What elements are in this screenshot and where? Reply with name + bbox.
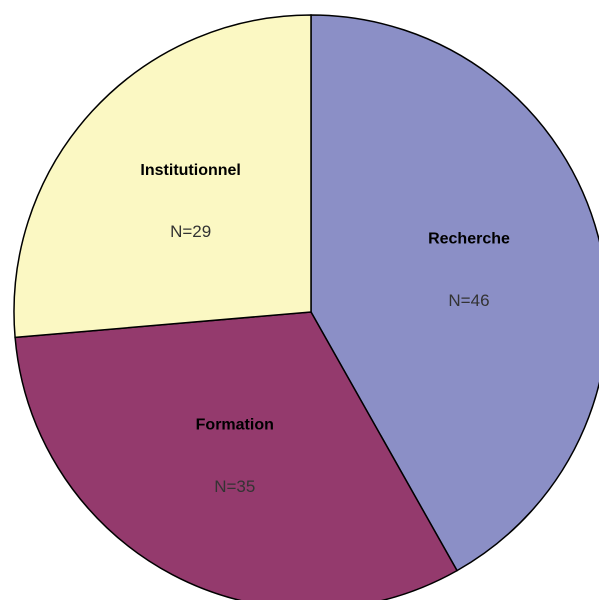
value-label: N=29: [170, 222, 211, 241]
slice-label: Institutionnel: [140, 162, 240, 179]
value-label: N=35: [214, 477, 255, 496]
pie-slice: [14, 311, 459, 600]
slice-label: Formation: [196, 417, 274, 434]
value-label: N=46: [448, 291, 489, 310]
pie-slice: [13, 14, 312, 339]
pie-slice: [310, 14, 599, 572]
slice-label: Recherche: [428, 231, 510, 248]
